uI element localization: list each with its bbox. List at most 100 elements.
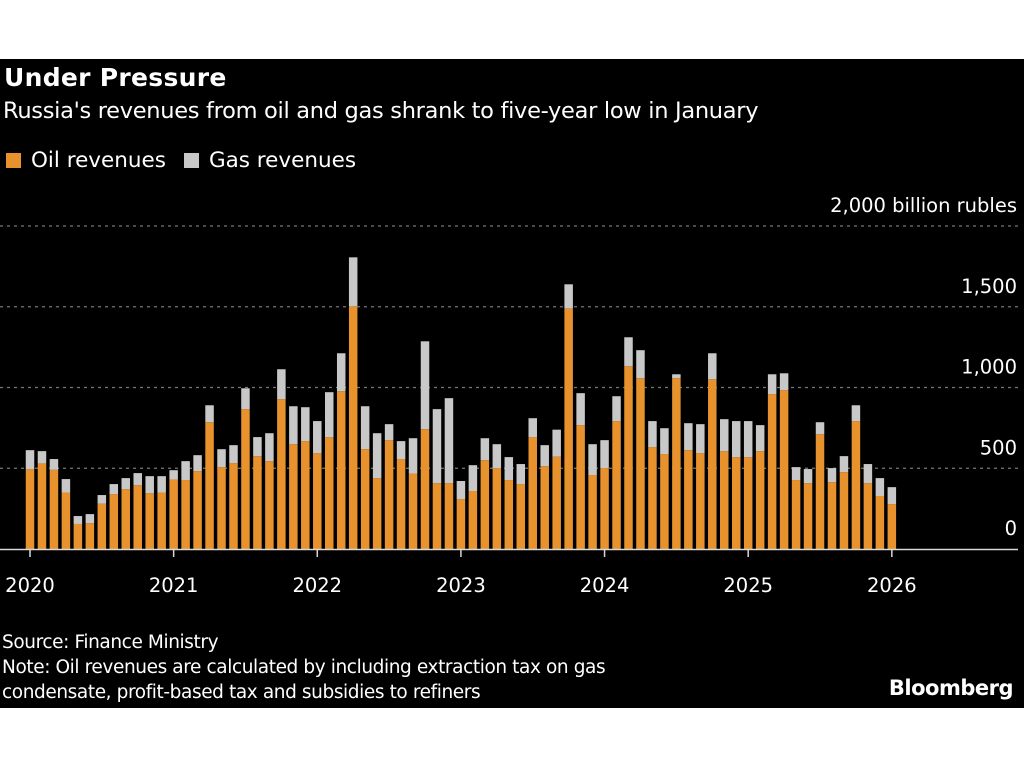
bar-oil-2021-10 [277, 399, 286, 549]
bar-gas-2021-01 [169, 470, 178, 480]
bar-gas-2020-01 [25, 450, 35, 470]
chart-title: Under Pressure [4, 63, 227, 92]
legend-item-oil: Oil revenues [6, 148, 166, 173]
bar-oil-2020-09 [121, 489, 131, 549]
y-tick-label: 500 [980, 436, 1017, 459]
bar-gas-2021-02 [181, 461, 190, 481]
bar-oil-2023-02 [468, 491, 478, 549]
bar-oil-2023-07 [528, 437, 537, 549]
bar-gas-2020-06 [85, 514, 95, 524]
bar-gas-2024-01 [600, 440, 609, 469]
bar-oil-2023-10 [564, 308, 573, 549]
footer-notes: Source: Finance Ministry Note: Oil reven… [2, 630, 606, 705]
bar-oil-2021-01 [169, 479, 178, 549]
source-text: Source: Finance Ministry [2, 632, 219, 653]
bar-gas-2021-12 [301, 407, 310, 442]
bar-gas-2024-06 [660, 428, 669, 455]
bar-gas-2023-09 [552, 429, 561, 457]
bar-oil-2022-05 [360, 449, 370, 549]
bar-gas-2020-11 [145, 476, 154, 494]
bar-gas-2020-05 [73, 516, 83, 524]
bar-oil-2021-03 [193, 471, 202, 549]
bar-gas-2022-12 [444, 398, 454, 484]
bar-gas-2023-03 [480, 438, 490, 461]
bar-oil-2020-11 [145, 493, 154, 549]
bar-oil-2023-09 [552, 456, 561, 549]
bar-gas-2021-10 [277, 369, 286, 400]
bar-oil-2024-03 [624, 366, 633, 549]
y-axis-labels: 0 500 1,000 1,500 2,000 billion rubles [830, 194, 1017, 540]
bar-oil-2025-07 [815, 434, 825, 549]
bar-oil-2020-10 [133, 485, 142, 549]
note-line-2: condensate, profit-based tax and subsidi… [2, 682, 481, 703]
bar-gas-2024-04 [636, 350, 645, 379]
bar-oil-2021-09 [265, 461, 274, 549]
bar-gas-2024-11 [720, 419, 729, 452]
bar-gas-2023-08 [540, 445, 549, 467]
legend-label-oil: Oil revenues [31, 148, 166, 173]
note-line-1: Note: Oil revenues are calculated by inc… [2, 657, 606, 678]
bar-oil-2021-11 [289, 444, 298, 549]
bar-gas-2022-04 [348, 257, 358, 307]
bar-gas-2025-04 [779, 373, 789, 391]
x-tick-label: 2020 [5, 574, 55, 597]
bar-oil-2020-07 [97, 503, 107, 549]
bar-gas-2023-04 [492, 444, 502, 469]
bar-gas-2022-10 [420, 341, 430, 430]
bar-oil-2020-08 [109, 494, 119, 549]
bar-oil-2025-05 [791, 480, 801, 549]
bar-oil-2021-05 [217, 467, 226, 549]
bar-oil-2025-03 [767, 394, 777, 549]
bar-gas-2020-02 [37, 451, 47, 464]
bar-oil-2021-06 [229, 463, 238, 549]
bar-oil-2026-01 [887, 504, 897, 549]
bar-gas-2025-03 [767, 374, 777, 395]
y-tick-label: 1,000 [961, 356, 1017, 379]
bar-oil-2023-05 [504, 480, 514, 549]
bar-oil-2025-11 [863, 483, 873, 549]
legend: Oil revenues Gas revenues [6, 148, 374, 173]
bar-oil-2022-09 [408, 473, 418, 549]
bar-gas-2025-07 [815, 422, 825, 435]
bar-gas-2025-12 [875, 478, 885, 497]
bar-gas-2026-01 [887, 487, 897, 505]
x-tick-label: 2025 [723, 574, 773, 597]
bar-oil-2025-09 [839, 472, 849, 549]
y-tick-label: 0 [1005, 517, 1017, 540]
x-tick-label: 2024 [580, 574, 630, 597]
bar-oil-2025-12 [875, 496, 885, 549]
bar-oil-2021-07 [241, 409, 250, 549]
bar-oil-2023-11 [576, 425, 585, 549]
bloomberg-logo: Bloomberg [888, 676, 1014, 700]
bar-oil-2022-04 [348, 306, 358, 549]
x-tick-label: 2021 [149, 574, 199, 597]
bar-gas-2025-01 [743, 421, 753, 458]
bar-oil-2024-12 [731, 457, 741, 549]
bar-oil-2024-08 [684, 450, 693, 549]
bar-gas-2025-11 [863, 464, 873, 484]
bar-gas-2023-01 [456, 481, 466, 500]
bar-oil-2024-05 [648, 447, 657, 549]
chart-panel: Under Pressure Russia's revenues from oi… [0, 59, 1024, 708]
bar-gas-2024-03 [624, 337, 633, 367]
bar-oil-2020-03 [49, 469, 59, 549]
bar-gas-2022-09 [408, 438, 418, 474]
y-tick-label: 2,000 billion rubles [830, 194, 1017, 217]
bar-oil-2025-08 [827, 482, 837, 549]
bar-gas-2023-12 [588, 444, 597, 476]
bar-oil-2025-10 [851, 421, 861, 549]
bar-gas-2025-10 [851, 405, 861, 422]
bar-oil-2020-04 [61, 492, 71, 549]
bar-gas-2024-10 [708, 353, 717, 380]
bar-gas-2024-12 [731, 421, 741, 458]
bar-oil-2025-01 [743, 457, 753, 549]
bar-oil-2024-10 [708, 379, 717, 549]
bar-gas-2021-09 [265, 433, 274, 462]
bar-oil-2022-01 [313, 453, 322, 549]
bar-gas-2024-02 [612, 396, 621, 422]
bar-gas-2025-02 [755, 425, 765, 452]
bar-oil-2023-08 [540, 466, 549, 549]
bar-oil-2021-04 [205, 422, 214, 549]
bar-oil-2023-06 [516, 484, 526, 549]
